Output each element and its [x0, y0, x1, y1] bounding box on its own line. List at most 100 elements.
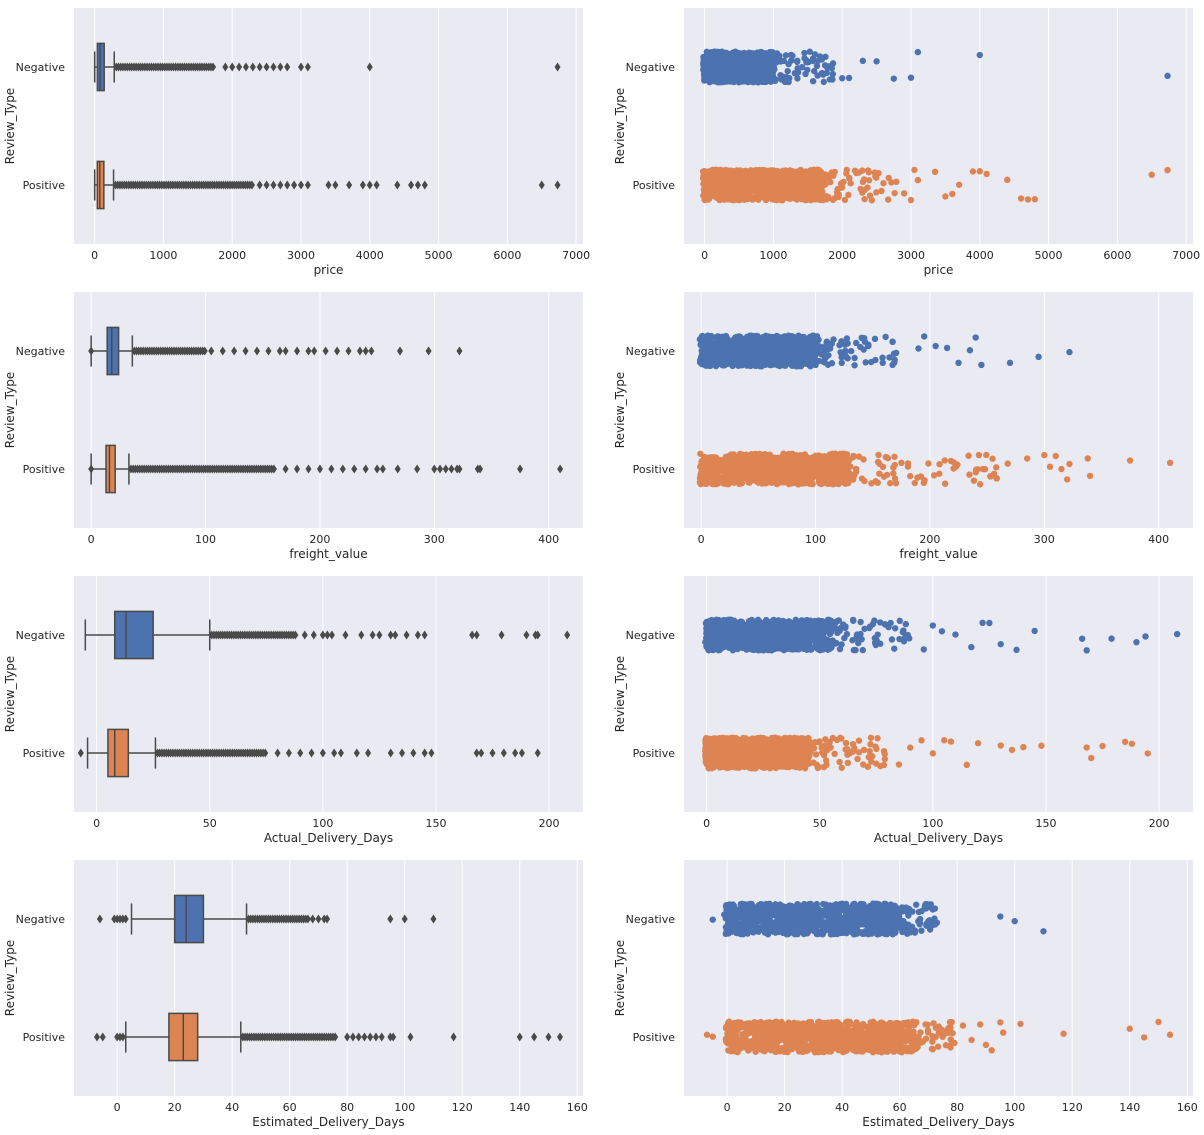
strip-point: [862, 359, 869, 366]
strip-point: [812, 172, 819, 179]
strip-point: [756, 360, 764, 368]
x-tick-label: 0: [88, 533, 95, 546]
strip-point: [696, 359, 704, 366]
strip-point: [889, 338, 896, 346]
strip-point: [793, 459, 800, 466]
strip-point: [738, 463, 746, 471]
strip-point: [712, 351, 719, 358]
outlier-point: [304, 62, 311, 72]
strip-point: [931, 168, 939, 176]
strip-point: [844, 340, 851, 347]
x-tick-label: 50: [203, 817, 217, 830]
strip-point: [847, 463, 854, 470]
chart-panel-3: 0 100 200 300 400NegativePositivefreight_val…: [3, 292, 583, 561]
strip-point: [734, 72, 741, 79]
strip-point: [783, 194, 790, 201]
strip-point: [744, 71, 752, 78]
strip-point: [851, 362, 858, 369]
strip-point: [857, 185, 864, 193]
strip-point: [805, 180, 813, 187]
strip-point: [852, 339, 860, 347]
outlier-point: [277, 180, 284, 190]
outlier-point: [538, 180, 545, 190]
strip-point: [892, 349, 900, 357]
strip-point: [750, 464, 758, 472]
outlier-point: [346, 180, 353, 190]
x-tick-label: 4000: [356, 249, 384, 262]
outlier-point: [325, 180, 332, 190]
strip-point: [727, 195, 735, 203]
strip-point: [786, 456, 793, 463]
chart-panel-6: 0 50 100 150 200NegativePositiveActual_Deliv…: [613, 576, 1193, 845]
strip-point: [879, 463, 887, 471]
strip-point: [790, 360, 797, 367]
strip-point: [819, 188, 826, 195]
strip-point: [818, 343, 826, 351]
x-tick-label: 400: [1148, 533, 1169, 546]
x-axis-label: freight_value: [289, 547, 367, 561]
strip-point: [785, 60, 792, 68]
y-tick-label: Positive: [23, 747, 66, 760]
strip-point: [891, 356, 898, 364]
strip-point: [871, 335, 879, 343]
outlier-point: [332, 180, 339, 190]
strip-point: [1023, 455, 1031, 462]
strip-point: [702, 196, 709, 203]
strip-point: [884, 196, 892, 203]
strip-point: [743, 54, 750, 61]
strip-point: [703, 336, 710, 343]
strip-point: [734, 474, 741, 481]
strip-point: [741, 356, 748, 364]
strip-point: [853, 169, 860, 177]
strip-point: [779, 460, 786, 467]
strip-point: [839, 178, 847, 186]
chart-panel-4: 0 100 200 300 400NegativePositivefreight_val…: [613, 292, 1193, 561]
x-tick-label: 7000: [562, 249, 590, 262]
strip-point: [741, 178, 748, 185]
iqr-box: [105, 444, 116, 494]
strip-point: [788, 478, 796, 486]
strip-point: [801, 189, 808, 196]
strip-point: [823, 454, 831, 461]
x-axis-label: Actual_Delivery_Days: [264, 831, 393, 845]
x-tick-label: 200: [309, 533, 330, 546]
strip-point: [915, 345, 922, 352]
strip-point: [772, 190, 780, 197]
strip-point: [783, 470, 790, 477]
strip-point: [751, 67, 758, 74]
strip-point: [861, 338, 869, 345]
strip-point: [829, 70, 836, 78]
strip-point: [950, 465, 957, 472]
y-tick-label: Negative: [16, 61, 66, 74]
x-tick-label: 200: [1149, 817, 1170, 830]
strip-point: [789, 450, 796, 458]
y-axis-label: Review_Type: [3, 656, 17, 732]
strip-point: [706, 362, 714, 370]
strip-point: [1058, 465, 1065, 473]
strip-point: [1164, 166, 1171, 174]
strip-point: [721, 359, 728, 366]
x-tick-label: 2000: [828, 249, 856, 262]
strip-point: [763, 192, 770, 200]
strip-point: [859, 57, 867, 65]
y-tick-label: Negative: [626, 345, 676, 358]
strip-point: [921, 333, 928, 340]
strip-point: [836, 341, 843, 349]
strip-point: [718, 467, 725, 474]
strip-negative: [700, 48, 1171, 86]
strip-point: [891, 453, 898, 460]
strip-point: [976, 168, 983, 175]
outlier-point: [249, 62, 256, 72]
plot-area: [684, 292, 1193, 528]
strip-point: [795, 170, 802, 178]
strip-point: [979, 465, 986, 473]
strip-point: [813, 62, 821, 70]
strip-point: [1035, 353, 1042, 361]
strip-point: [702, 476, 710, 483]
strip-point: [767, 178, 774, 185]
strip-point: [771, 76, 779, 83]
x-tick-label: 100: [312, 817, 333, 830]
x-tick-label: 2000: [218, 249, 246, 262]
outlier-point: [297, 180, 304, 190]
x-tick-label: 6000: [493, 249, 521, 262]
